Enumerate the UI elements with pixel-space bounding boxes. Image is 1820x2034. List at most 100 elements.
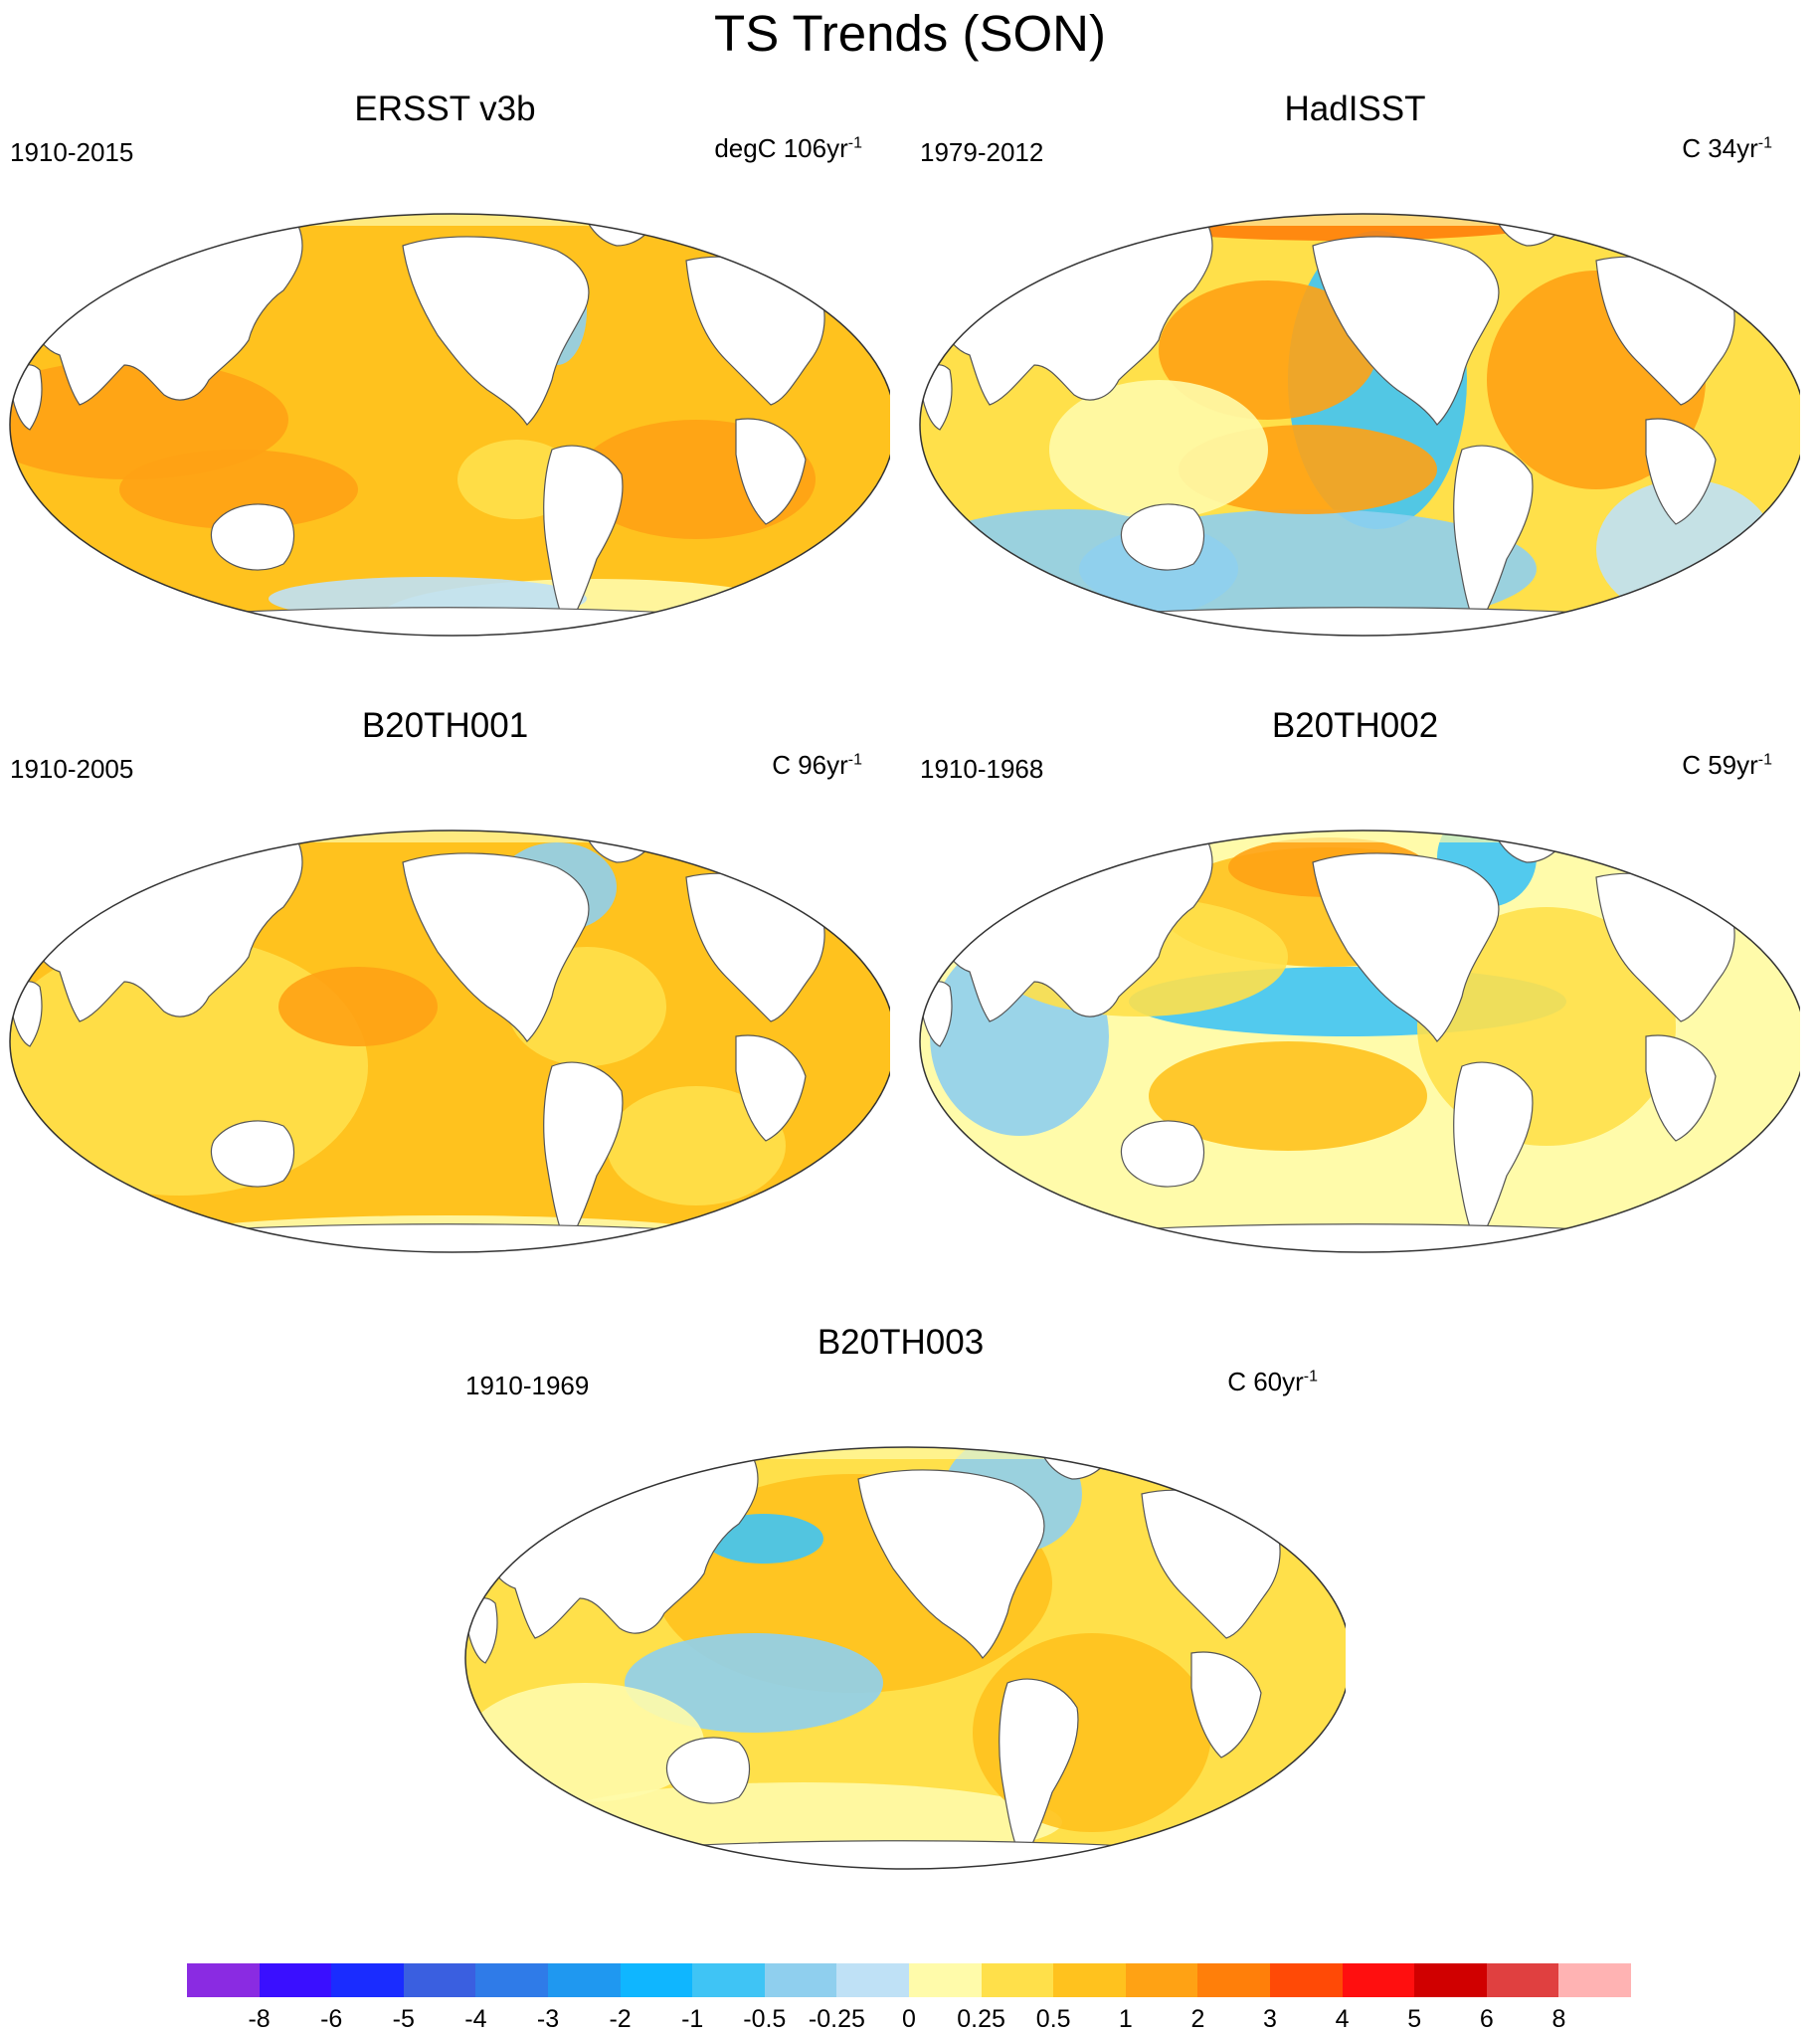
colorbar-tick-label: -4: [464, 2005, 487, 2033]
land-mass: [1190, 1651, 1262, 1758]
colorbar-swatch: [1053, 1963, 1126, 1997]
panel-period: 1979-2012: [920, 137, 1044, 167]
colorbar-swatch: [475, 1963, 548, 1997]
land-mass: [857, 1469, 1045, 1659]
colorbar-swatch: [620, 1963, 693, 1997]
panel-title: B20TH003: [817, 1323, 985, 1362]
colorbar-tick-label: -2: [609, 2005, 632, 2033]
colorbar-tick-label: -0.5: [743, 2005, 787, 2033]
world-map: [919, 213, 1800, 637]
land-mass: [210, 503, 295, 571]
panel-title: B20TH002: [1271, 706, 1439, 745]
world-map: [9, 830, 890, 1253]
colorbar-swatch: [547, 1963, 621, 1997]
colorbar-tick-label: 0.5: [1035, 2005, 1071, 2033]
colorbar-tick-label: 0: [902, 2005, 916, 2033]
land-mass: [210, 1120, 295, 1188]
panel-title: HadISST: [1284, 90, 1426, 128]
land-mass: [1453, 1061, 1534, 1247]
land-mass: [136, 1223, 758, 1252]
map-outline: [919, 213, 1800, 637]
land-mass: [1120, 1120, 1205, 1188]
colorbar-swatch: [187, 1963, 260, 1997]
trend-anomaly-region: [10, 360, 288, 479]
map-panel-hadisst: HadISST 1979-2012 C 34yr-1: [910, 90, 1800, 686]
colorbar-tick-label: -3: [536, 2005, 560, 2033]
panel-units: C 60yr-1: [1227, 1367, 1318, 1396]
land-mass: [136, 607, 758, 636]
colorbar-tick-label: 4: [1335, 2005, 1350, 2033]
land-mass: [1312, 852, 1500, 1042]
colorbar-swatch: [981, 1963, 1054, 1997]
colorbar-tick-label: 1: [1118, 2005, 1133, 2033]
map-outline: [9, 213, 890, 637]
colorbar-swatch: [908, 1963, 982, 1997]
colorbar-swatch: [1125, 1963, 1198, 1997]
trend-anomaly-region: [607, 1086, 786, 1205]
colorbar-swatch: [1197, 1963, 1270, 1997]
colorbar-swatch: [1269, 1963, 1343, 1997]
land-mass: [1046, 1223, 1668, 1252]
map-panel-b20th001: B20TH001 1910-2005 C 96yr-1: [0, 706, 890, 1303]
world-map: [919, 830, 1800, 1253]
colorbar: [187, 1963, 1631, 1997]
map-panel-ersst: ERSST v3b 1910-2015 degC 106yr-1: [0, 90, 890, 686]
trend-anomaly-region: [1049, 380, 1268, 519]
panel-units: degC 106yr-1: [714, 133, 862, 163]
figure-title: TS Trends (SON): [714, 5, 1106, 62]
panel-units: C 96yr-1: [772, 750, 862, 780]
colorbar-swatch: [1558, 1963, 1631, 1997]
colorbar-swatch: [259, 1963, 332, 1997]
panel-period: 1910-1968: [920, 754, 1044, 784]
colorbar-tick-label: 8: [1551, 2005, 1566, 2033]
colorbar-swatch: [692, 1963, 765, 1997]
colorbar-swatch: [1414, 1963, 1487, 1997]
land-mass: [1046, 607, 1668, 636]
colorbar-swatch: [1342, 1963, 1415, 1997]
colorbar-tick-label: -1: [681, 2005, 704, 2033]
trend-anomaly-region: [278, 967, 438, 1046]
trend-anomaly-region: [119, 450, 358, 529]
map-outline: [464, 1446, 1346, 1870]
colorbar-swatch: [764, 1963, 837, 1997]
colorbar-tick-label: 6: [1479, 2005, 1494, 2033]
colorbar-swatch: [331, 1963, 404, 1997]
trend-anomaly-region: [1149, 1041, 1427, 1151]
map-outline: [9, 830, 890, 1253]
colorbar-tick-label: 0.25: [957, 2005, 1005, 2033]
land-mass: [1120, 503, 1205, 571]
land-mass: [735, 418, 807, 525]
land-mass: [1312, 236, 1500, 426]
land-mass: [402, 236, 590, 426]
colorbar-swatch: [403, 1963, 476, 1997]
colorbar-swatch: [1486, 1963, 1559, 1997]
land-mass: [1645, 1034, 1717, 1142]
land-mass: [543, 445, 624, 631]
world-map: [464, 1446, 1346, 1870]
trend-anomaly-region: [625, 1633, 883, 1733]
colorbar-tick-label: -5: [392, 2005, 415, 2033]
colorbar-tick-label: -8: [248, 2005, 271, 2033]
map-panel-b20th003: B20TH003 1910-1969 C 60yr-1: [455, 1323, 1346, 1920]
panel-title: B20TH001: [361, 706, 529, 745]
world-map: [9, 213, 890, 637]
map-panel-b20th002: B20TH002 1910-1968 C 59yr-1: [910, 706, 1800, 1303]
map-outline: [919, 830, 1800, 1253]
land-mass: [1645, 418, 1717, 525]
colorbar-tick-label: 5: [1407, 2005, 1422, 2033]
panel-units: C 59yr-1: [1682, 750, 1772, 780]
panel-period: 1910-2015: [10, 137, 134, 167]
colorbar-tick-label: -6: [320, 2005, 343, 2033]
colorbar-labels: -8 -6 -5 -4 -3 -2 -1 -0.5 -0.25 0 0.25 0.5 1 2 3 4 5 6 8: [0, 2005, 1820, 2033]
trend-anomaly-region: [465, 1683, 704, 1802]
colorbar-tick-label: -0.25: [808, 2005, 865, 2033]
land-mass: [735, 1034, 807, 1142]
trend-anomaly-region: [1159, 280, 1377, 420]
land-mass: [543, 1061, 624, 1247]
land-mass: [592, 1840, 1213, 1869]
panel-period: 1910-2005: [10, 754, 134, 784]
land-mass: [665, 1737, 751, 1804]
colorbar-tick-label: 3: [1263, 2005, 1277, 2033]
land-mass: [999, 1678, 1079, 1864]
panel-title: ERSST v3b: [354, 90, 536, 128]
